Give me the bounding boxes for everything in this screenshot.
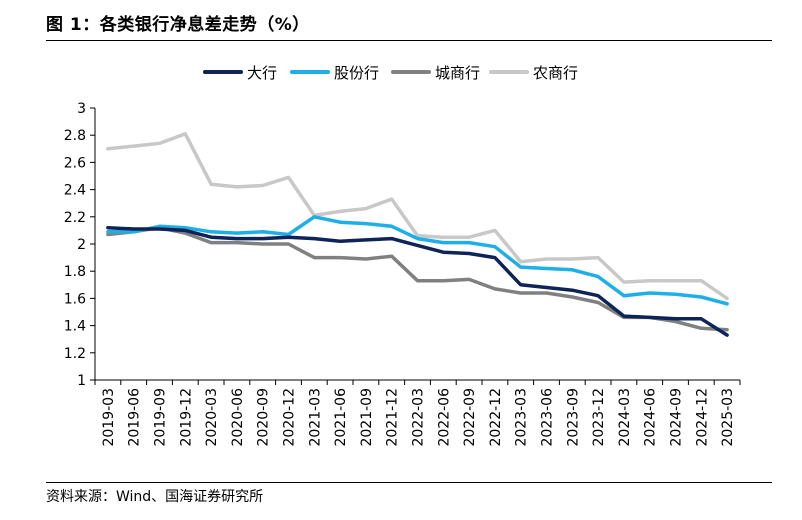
series-line-3	[106, 132, 729, 301]
x-tick-label: 2019-03	[101, 388, 117, 447]
x-tick-label: 2023-12	[591, 388, 607, 447]
x-tick-label: 2024-03	[617, 388, 633, 447]
x-tick-label: 2024-12	[694, 388, 710, 447]
x-tick-label: 2024-06	[643, 388, 659, 447]
x-tick-label: 2021-03	[307, 388, 323, 447]
x-tick-label: 2022-03	[411, 388, 427, 447]
x-tick-label: 2020-12	[282, 388, 298, 447]
legend-label-2: 城商行	[435, 64, 480, 82]
legend: 大行 股份行 城商行 农商行	[203, 64, 578, 82]
x-tick-label: 2022-06	[436, 388, 452, 447]
x-tick-label: 2021-09	[359, 388, 375, 447]
x-tick-label: 2019-09	[153, 388, 169, 447]
x-tick-label: 2019-12	[178, 388, 194, 447]
x-tick-label: 2023-09	[565, 388, 581, 447]
figure-title: 图 1：各类银行净息差走势（%）	[46, 15, 310, 35]
y-tick-label: 1.2	[64, 346, 86, 362]
legend-label-3: 农商行	[533, 64, 578, 82]
y-tick-label: 3	[77, 101, 86, 117]
title-rule	[46, 40, 772, 41]
y-tick-label: 2.4	[64, 183, 86, 199]
series-layer	[106, 132, 729, 337]
x-tick-label: 2022-12	[488, 388, 504, 447]
y-tick-label: 1.8	[64, 264, 86, 280]
series-line-0	[106, 225, 729, 337]
y-tick-label: 1.4	[64, 319, 86, 335]
legend-label-1: 股份行	[334, 64, 379, 82]
y-tick-label: 2.2	[64, 210, 86, 226]
x-tick-label: 2025-03	[720, 388, 736, 447]
x-tick-label: 2021-12	[385, 388, 401, 447]
x-tick-label: 2020-06	[230, 388, 246, 447]
x-tick-label: 2023-03	[514, 388, 530, 447]
series-line-2	[106, 225, 729, 332]
y-axis: 1 1.2 1.4 1.6 1.8 2 2.2 2.4 2.6 2.8 3	[64, 101, 96, 389]
bottom-rule	[46, 482, 772, 483]
y-tick-label: 2.8	[64, 128, 86, 144]
x-tick-label: 2023-06	[540, 388, 556, 447]
y-tick-label: 2.6	[64, 155, 86, 171]
y-tick-label: 2	[77, 237, 86, 253]
x-tick-label: 2024-09	[669, 388, 685, 447]
y-tick-label: 1.6	[64, 291, 86, 307]
source-note: 资料来源：Wind、国海证券研究所	[46, 489, 264, 505]
legend-label-0: 大行	[247, 64, 277, 82]
x-axis: 2019-03 2019-06 2019-09 2019-12 2020-03 2020-…	[94, 379, 741, 447]
series-line-1	[106, 215, 729, 306]
x-tick-label: 2020-09	[256, 388, 272, 447]
x-tick-label: 2019-06	[127, 388, 143, 447]
x-tick-label: 2022-09	[462, 388, 478, 447]
y-tick-label: 1	[77, 373, 86, 389]
x-tick-label: 2021-06	[333, 388, 349, 447]
x-tick-label: 2020-03	[204, 388, 220, 447]
